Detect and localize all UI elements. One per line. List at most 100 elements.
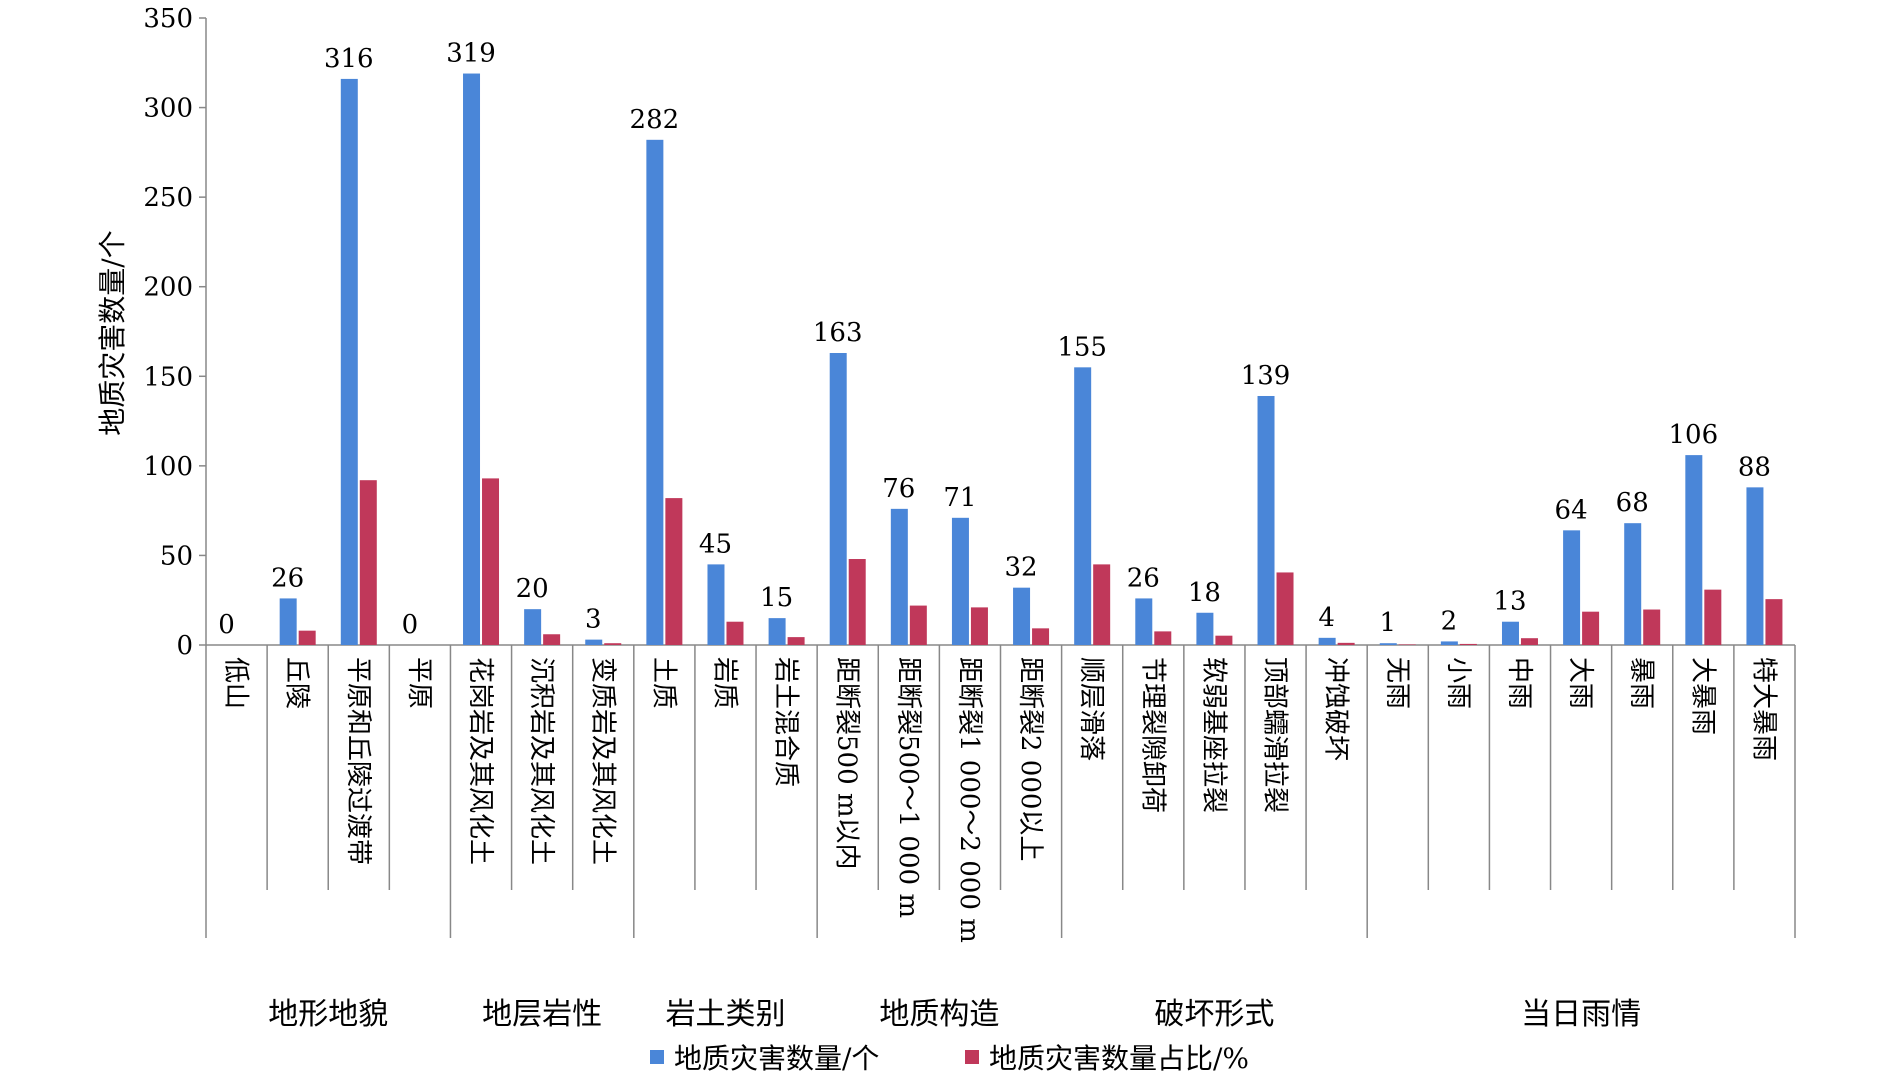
data-label: 3 [585, 605, 602, 635]
bar-percent [1093, 564, 1111, 645]
group-label: 地质构造 [879, 997, 999, 1032]
group-labels: 地形地貌 地层岩性 岩土类别 地质构造 破坏形式 当日雨情 [268, 997, 1641, 1032]
category-label: 低山 [221, 657, 251, 709]
y-tick-label: 300 [143, 94, 193, 124]
group-label: 地形地貌 [268, 997, 388, 1032]
bar-count [1440, 641, 1458, 645]
category-label: 平原和丘陵过渡带 [343, 657, 373, 865]
bar-count [1257, 395, 1275, 645]
bar-count [951, 517, 969, 645]
bar-count [1196, 612, 1214, 645]
data-label: 0 [402, 610, 419, 640]
category-label: 大雨 [1565, 657, 1595, 709]
data-label: 76 [882, 474, 915, 504]
data-label: 139 [1241, 361, 1291, 391]
category-label: 大暴雨 [1687, 657, 1717, 735]
bar-percent [543, 634, 561, 645]
data-label: 319 [446, 39, 496, 69]
y-tick-label: 50 [160, 541, 193, 571]
bar-count [1135, 598, 1153, 645]
category-label: 丘陵 [282, 657, 312, 709]
legend-swatch [650, 1050, 664, 1064]
category-label: 变质岩及其风化土 [587, 657, 617, 865]
bar-percent [1276, 572, 1294, 645]
group-label: 地层岩性 [482, 997, 602, 1032]
bar-count [768, 618, 786, 645]
bar-count [1074, 367, 1092, 645]
data-label: 18 [1188, 578, 1221, 608]
category-label: 特大暴雨 [1748, 657, 1778, 761]
bar-percent [482, 478, 500, 645]
bar-percent [1032, 628, 1050, 645]
category-label: 距断裂1 000～2 000 m [954, 657, 984, 943]
y-tick-label: 200 [143, 273, 193, 303]
bar-percent [848, 559, 866, 645]
y-axis-label: 地质灾害数量/个 [96, 230, 129, 435]
bar-count [1563, 530, 1581, 645]
category-label: 花岗岩及其风化土 [465, 657, 495, 865]
bar-percent [604, 643, 622, 645]
legend-swatch [965, 1050, 979, 1064]
bar-count [279, 598, 297, 645]
bar-count [1501, 621, 1519, 645]
bar-percent [909, 605, 927, 645]
category-label: 中雨 [1504, 657, 1534, 709]
data-label: 20 [516, 574, 549, 604]
data-label: 106 [1669, 420, 1719, 450]
data-label: 2 [1441, 606, 1458, 636]
data-label: 0 [218, 610, 235, 640]
bar-count [1624, 523, 1642, 645]
bar-count [524, 609, 542, 645]
bar-percent [970, 607, 988, 645]
data-label: 13 [1493, 587, 1526, 617]
bar-count [340, 78, 358, 645]
category-label: 岩土混合质 [771, 657, 801, 787]
bar-count [890, 508, 908, 645]
data-label: 26 [1127, 563, 1160, 593]
group-label: 岩土类别 [665, 997, 785, 1032]
category-label: 节理裂隙卸荷 [1137, 657, 1167, 813]
bar-percent [1398, 644, 1416, 645]
category-label: 距断裂500～1 000 m [893, 657, 923, 918]
category-label: 顺层滑落 [1076, 657, 1106, 761]
bar-count [829, 352, 847, 645]
bar-percent [665, 498, 683, 645]
bar-count [707, 564, 725, 645]
bar-count [1318, 637, 1336, 645]
data-labels: 0 26 316 0 319 20 3 282 45 15 163 76 71 32 155 26 18 139 4… [218, 39, 1771, 640]
bar-percent [1154, 631, 1172, 645]
bar-percent [1765, 599, 1783, 645]
legend: 地质灾害数量/个 地质灾害数量占比/% [650, 1042, 1249, 1075]
bar-count [463, 73, 481, 645]
category-label: 平原 [404, 657, 434, 709]
bar-percent [1704, 589, 1722, 645]
data-label: 45 [699, 529, 732, 559]
category-label: 距断裂2 000以上 [1015, 657, 1045, 861]
y-axis-ticks: 0 50 100 150 200 250 300 350 [143, 4, 206, 661]
data-label: 15 [760, 583, 793, 613]
bar-count [646, 139, 664, 645]
bar-percent [1215, 635, 1233, 645]
bar-percent [1520, 638, 1538, 645]
bar-count [1013, 587, 1031, 645]
bar-percent [787, 637, 805, 645]
data-label: 155 [1057, 332, 1107, 362]
bar-percent [726, 621, 744, 645]
data-label: 64 [1555, 495, 1588, 525]
data-label: 282 [630, 105, 680, 135]
y-tick-label: 350 [143, 4, 193, 34]
category-label: 岩质 [709, 657, 739, 709]
legend-label: 地质灾害数量/个 [674, 1042, 879, 1075]
data-label: 1 [1379, 608, 1396, 638]
category-label: 顶部蠕滑拉裂 [1260, 657, 1290, 813]
legend-label: 地质灾害数量占比/% [989, 1042, 1249, 1075]
bars [279, 73, 1783, 645]
category-label: 小雨 [1443, 657, 1473, 709]
data-label: 4 [1318, 603, 1335, 633]
bar-percent [359, 480, 377, 645]
category-labels: 低山 丘陵 平原和丘陵过渡带 平原 花岗岩及其风化土 沉积岩及其风化土 变质岩及其风化土 土质… [221, 657, 1779, 943]
category-label: 软弱基座拉裂 [1198, 657, 1228, 813]
data-label: 163 [813, 318, 863, 348]
category-label: 沉积岩及其风化土 [526, 657, 556, 865]
